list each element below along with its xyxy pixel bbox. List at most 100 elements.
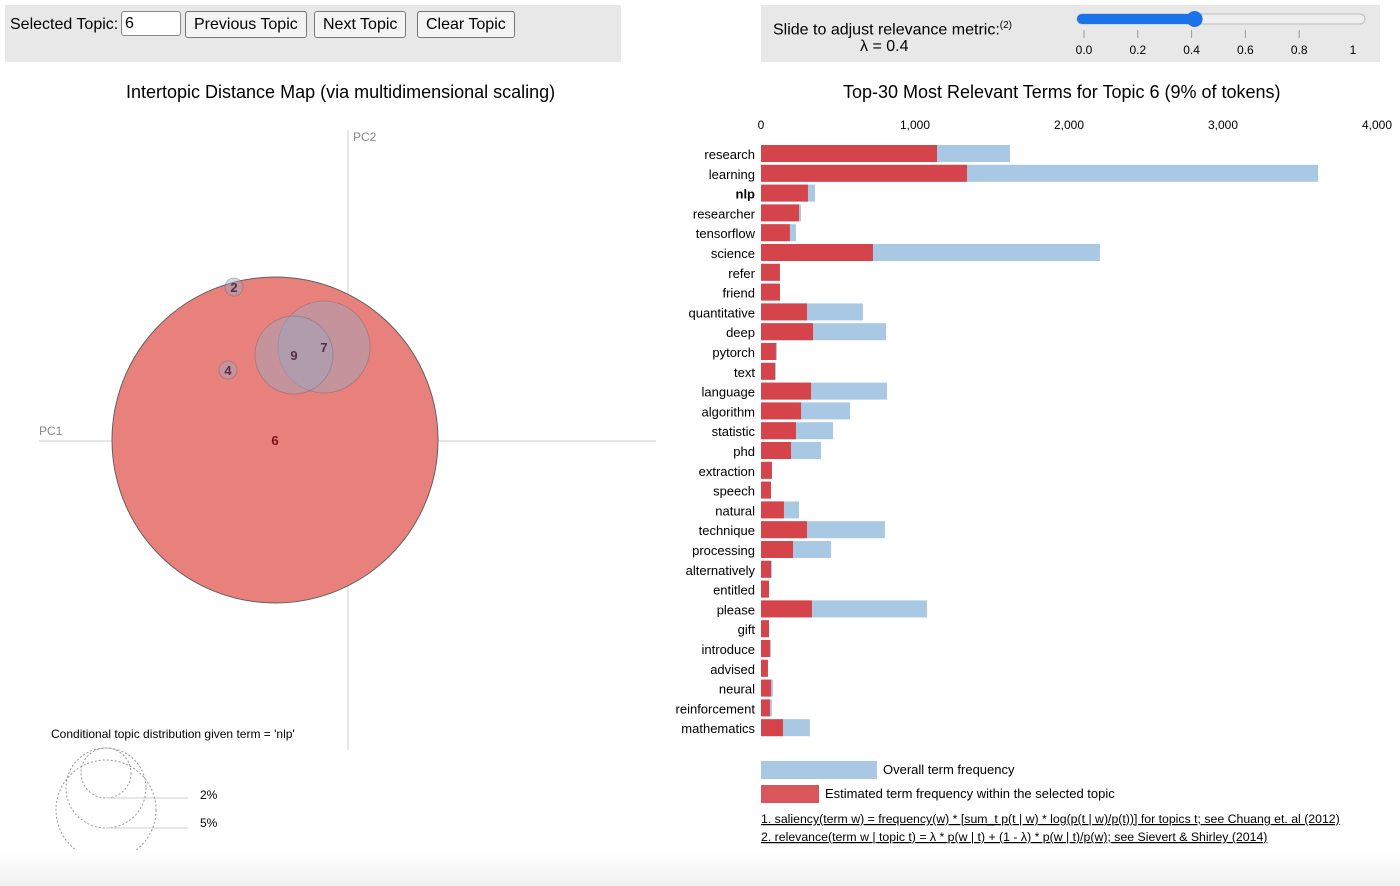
bar-topic-advised[interactable] [761, 659, 768, 677]
term-label-tensorflow[interactable]: tensorflow [696, 226, 756, 241]
bar-topic-speech[interactable] [761, 481, 772, 499]
x-tick-label: 4,000 [1362, 118, 1392, 132]
slider-fill [1077, 14, 1195, 24]
topic-controls-panel [5, 5, 621, 62]
topic-label-6: 6 [271, 433, 278, 448]
term-label-learning[interactable]: learning [709, 167, 755, 182]
bar-topic-gift[interactable] [761, 620, 770, 638]
term-label-researcher[interactable]: researcher [693, 206, 756, 221]
size-legend-circle [80, 747, 132, 799]
legend-topic-label: Estimated term frequency within the sele… [825, 786, 1115, 801]
bottom-fade [0, 850, 1400, 886]
slider-tick-label: 0.4 [1183, 43, 1200, 57]
term-label-gift[interactable]: gift [738, 622, 756, 637]
bar-topic-phd[interactable] [761, 442, 792, 459]
next-topic-button[interactable]: Next Topic [314, 11, 407, 38]
x-tick-label: 2,000 [1054, 118, 1084, 132]
bar-topic-entitled[interactable] [761, 580, 770, 598]
footnote-link-1[interactable]: 1. saliency(term w) = frequency(w) * [su… [761, 812, 1340, 826]
term-label-please[interactable]: please [717, 602, 755, 617]
legend-overall-swatch [761, 761, 877, 779]
term-label-text[interactable]: text [734, 365, 755, 380]
bar-topic-science[interactable] [761, 244, 873, 261]
selected-topic-label: Selected Topic: [10, 16, 119, 33]
slider-tick-label: 0.0 [1076, 43, 1093, 57]
term-label-language[interactable]: language [702, 385, 756, 400]
selected-topic-input[interactable] [121, 11, 181, 36]
term-label-nlp[interactable]: nlp [736, 187, 756, 202]
topic-circle-4[interactable] [218, 360, 238, 380]
bar-topic-extraction[interactable] [761, 461, 772, 479]
x-tick-label: 3,000 [1208, 118, 1238, 132]
term-label-alternatively[interactable]: alternatively [686, 563, 756, 578]
bar-topic-tensorflow[interactable] [761, 224, 790, 242]
term-label-pytorch[interactable]: pytorch [712, 345, 755, 360]
topic-circle-2[interactable] [224, 277, 244, 297]
slider-tick-label: 1 [1350, 43, 1357, 57]
term-label-friend[interactable]: friend [722, 286, 755, 301]
bar-topic-alternatively[interactable] [761, 560, 772, 578]
bar-topic-refer[interactable] [761, 263, 780, 281]
bar-topic-mathematics[interactable] [761, 719, 784, 737]
term-label-quantitative[interactable]: quantitative [689, 305, 756, 320]
bar-topic-processing[interactable] [761, 541, 794, 558]
bar-topic-text[interactable] [761, 362, 776, 380]
term-label-advised[interactable]: advised [710, 662, 755, 677]
topic-circle-6[interactable] [111, 276, 439, 604]
topic-label-2: 2 [230, 280, 237, 295]
slider-handle[interactable] [1186, 11, 1203, 27]
bar-topic-friend[interactable] [761, 283, 780, 301]
lambda-value: λ = 0.4 [860, 38, 909, 55]
term-label-processing[interactable]: processing [692, 543, 755, 558]
bar-topic-researcher[interactable] [761, 204, 800, 222]
previous-topic-button[interactable]: Previous Topic [185, 11, 307, 38]
slider-tick-label: 0.2 [1129, 43, 1146, 57]
legend-topic-swatch [761, 785, 819, 803]
term-label-algorithm[interactable]: algorithm [702, 404, 755, 419]
term-label-technique[interactable]: technique [699, 523, 755, 538]
bar-topic-deep[interactable] [761, 323, 814, 341]
bar-topic-natural[interactable] [761, 501, 784, 519]
term-label-phd[interactable]: phd [733, 444, 755, 459]
topic-circle-9[interactable] [254, 315, 334, 395]
bar-topic-quantitative[interactable] [761, 303, 808, 321]
bar-topic-neural[interactable] [761, 679, 772, 697]
term-label-science[interactable]: science [711, 246, 755, 261]
term-label-entitled[interactable]: entitled [713, 583, 755, 598]
legend-overall-label: Overall term frequency [883, 762, 1015, 777]
bar-topic-nlp[interactable] [761, 184, 808, 202]
term-label-introduce[interactable]: introduce [702, 642, 755, 657]
term-label-deep[interactable]: deep [726, 325, 755, 340]
slider-tick-label: 0.6 [1237, 43, 1254, 57]
term-label-neural[interactable]: neural [719, 682, 755, 697]
conditional-legend-title: Conditional topic distribution given ter… [51, 727, 295, 741]
bar-topic-language[interactable] [761, 382, 812, 400]
bar-topic-technique[interactable] [761, 521, 808, 539]
pc1-label: PC1 [39, 424, 63, 438]
bar-topic-reinforcement[interactable] [761, 699, 770, 717]
bar-topic-introduce[interactable] [761, 640, 770, 657]
bar-topic-research[interactable] [761, 145, 938, 162]
bar-topic-statistic[interactable] [761, 422, 796, 440]
map-title: Intertopic Distance Map (via multidimens… [126, 82, 556, 102]
bar-topic-please[interactable] [761, 600, 812, 618]
topic-label-4: 4 [224, 363, 232, 378]
footnote-link-2[interactable]: 2. relevance(term w | topic t) = λ * p(w… [761, 830, 1267, 844]
slider-tick-label: 0.8 [1291, 43, 1308, 57]
topic-circle-7[interactable] [277, 300, 371, 394]
term-label-refer[interactable]: refer [728, 266, 755, 281]
term-label-research[interactable]: research [704, 147, 755, 162]
term-label-statistic[interactable]: statistic [712, 424, 756, 439]
term-label-extraction[interactable]: extraction [699, 464, 755, 479]
term-label-mathematics[interactable]: mathematics [681, 721, 755, 736]
term-label-natural[interactable]: natural [715, 503, 755, 518]
term-label-reinforcement[interactable]: reinforcement [676, 701, 756, 716]
term-label-speech[interactable]: speech [713, 484, 755, 499]
bar-topic-learning[interactable] [761, 164, 968, 182]
topic-label-7: 7 [320, 340, 327, 355]
bar-topic-algorithm[interactable] [761, 402, 802, 420]
size-legend-label: 5% [200, 816, 218, 830]
bar-topic-pytorch[interactable] [761, 343, 776, 360]
clear-topic-button[interactable]: Clear Topic [417, 11, 515, 38]
